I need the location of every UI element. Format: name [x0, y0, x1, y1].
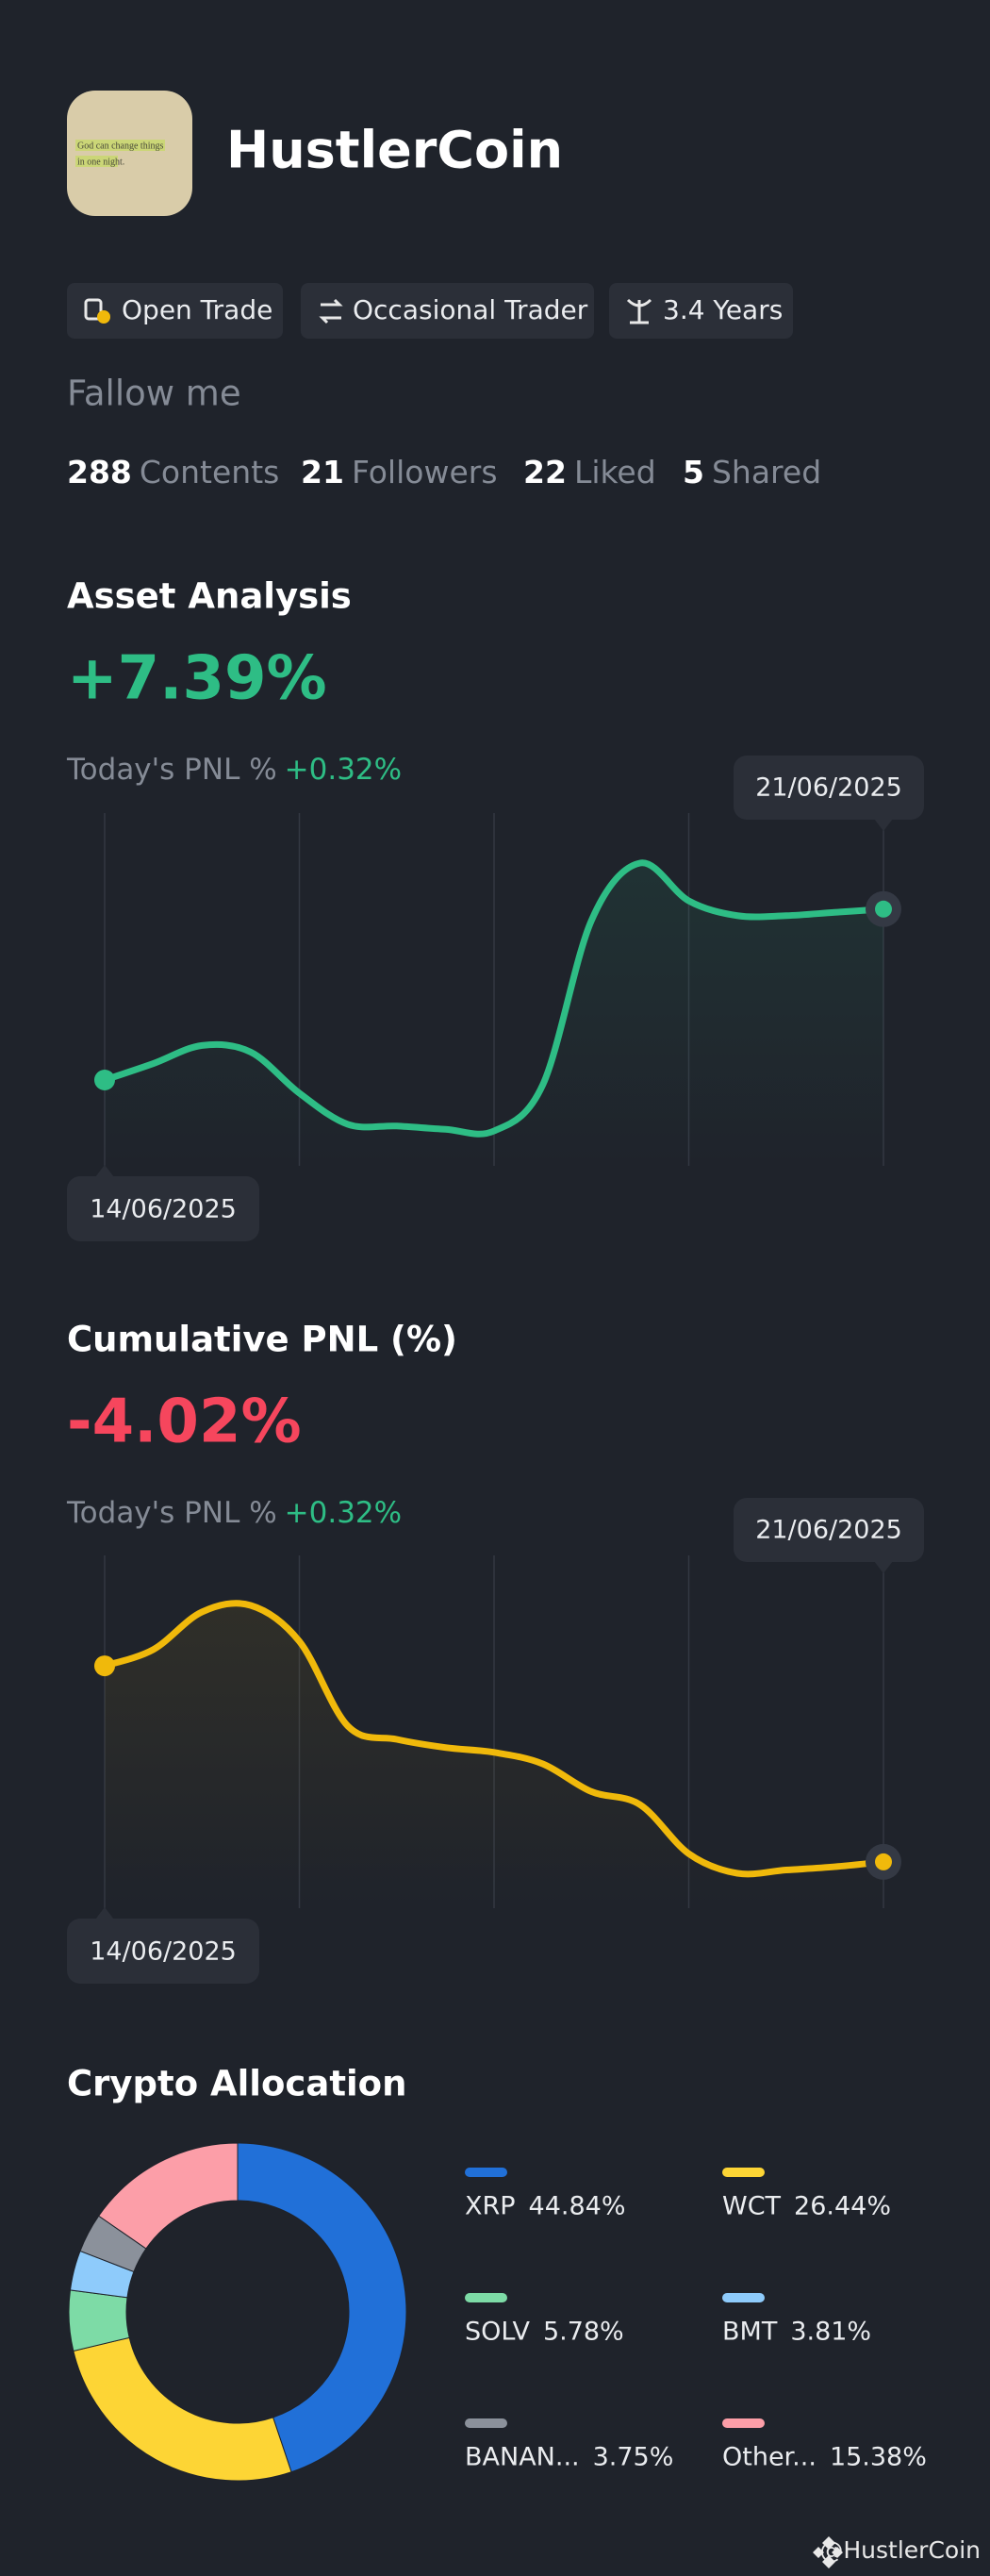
profile-name: HustlerCoin — [226, 121, 563, 180]
tag-icon — [97, 310, 110, 324]
legend-value: 26.44% — [794, 2192, 891, 2221]
legend-name: Other... — [722, 2443, 817, 2472]
today-pnl-value: +0.32% — [285, 1496, 402, 1530]
date-tooltip — [734, 756, 924, 820]
point — [875, 900, 892, 918]
legend-swatch — [722, 2168, 765, 2177]
stat: 5 Shared — [683, 454, 821, 490]
line-area — [105, 862, 883, 1166]
today-pnl-label: Today's PNL % — [66, 753, 277, 787]
start-date: 14/06/2025 — [90, 1195, 237, 1224]
tag-icon — [319, 298, 343, 324]
today-pnl: Today's PNL % +0.32% — [66, 1496, 402, 1530]
stat-value: 22 — [523, 454, 567, 490]
today-pnl: Today's PNL % +0.32% — [66, 753, 402, 787]
avatar-text: God can change things — [77, 141, 163, 151]
stat-value: 21 — [301, 454, 344, 490]
legend-value: 44.84% — [529, 2192, 626, 2221]
watermark: @HustlerCoin — [819, 2536, 981, 2564]
date-tooltip — [67, 1176, 259, 1241]
watermark-icon — [813, 2536, 843, 2568]
tag-icon — [626, 298, 652, 324]
end-date: 21/06/2025 — [755, 773, 902, 803]
tag-label: Open Trade — [122, 294, 272, 325]
legend-value: 3.75% — [593, 2443, 674, 2472]
legend-swatch — [465, 2418, 507, 2428]
section-title: Cumulative PNL (%) — [67, 1320, 457, 1360]
legend-name: SOLV — [465, 2318, 530, 2347]
legend-swatch — [465, 2168, 507, 2177]
tag[interactable] — [67, 283, 283, 339]
stat: 288 Contents — [67, 454, 279, 490]
tooltip-pointer — [95, 1165, 114, 1177]
stat-value: 288 — [67, 454, 132, 490]
legend-swatch — [465, 2293, 507, 2302]
legend-name: BANAN... — [465, 2443, 580, 2472]
stat: 21 Followers — [301, 454, 498, 490]
avatar[interactable] — [67, 91, 192, 216]
donut-segment — [73, 2336, 292, 2482]
line — [101, 859, 887, 1138]
legend-swatch — [722, 2418, 765, 2428]
stat-value: 5 — [683, 454, 704, 490]
tag-icon — [84, 298, 103, 321]
legend-name: BMT — [722, 2318, 778, 2347]
donut-segment — [98, 2142, 239, 2250]
point — [875, 1853, 892, 1870]
donut-segment — [237, 2142, 407, 2473]
today-pnl-value: +0.32% — [285, 753, 402, 787]
follow-label[interactable]: Fallow me — [67, 374, 241, 414]
tooltip-pointer — [874, 1561, 893, 1573]
legend-value: 3.81% — [790, 2318, 871, 2347]
stat-label: Liked — [574, 454, 656, 490]
point — [94, 1069, 115, 1090]
headline-value: -4.02% — [67, 1388, 302, 1457]
section-title: Crypto Allocation — [67, 2064, 406, 2104]
avatar-highlight — [75, 140, 165, 151]
end-date: 21/06/2025 — [755, 1516, 902, 1545]
stat-label: Followers — [352, 454, 498, 490]
legend-name: XRP — [465, 2192, 516, 2221]
tag[interactable] — [301, 283, 594, 339]
headline-value: +7.39% — [67, 644, 327, 714]
stat-label: Contents — [140, 454, 279, 490]
section-title: Asset Analysis — [67, 576, 352, 617]
tooltip-pointer — [874, 819, 893, 831]
legend-swatch — [722, 2293, 765, 2302]
stat: 22 Liked — [523, 454, 656, 490]
legend-value: 15.38% — [830, 2443, 927, 2472]
tag-label: Occasional Trader — [353, 294, 588, 325]
tag-label: 3.4 Years — [663, 294, 783, 325]
today-pnl-label: Today's PNL % — [66, 1496, 277, 1530]
avatar-text: in one night. — [77, 157, 124, 167]
start-date: 14/06/2025 — [90, 1937, 237, 1967]
legend-name: WCT — [722, 2192, 782, 2221]
line — [101, 1600, 887, 1878]
date-tooltip — [734, 1498, 924, 1562]
stat-label: Shared — [712, 454, 821, 490]
tooltip-pointer — [95, 1907, 114, 1920]
avatar-highlight — [75, 156, 118, 167]
point — [94, 1655, 115, 1677]
date-tooltip — [67, 1919, 259, 1984]
tag[interactable] — [609, 283, 793, 339]
legend-value: 5.78% — [543, 2318, 624, 2347]
